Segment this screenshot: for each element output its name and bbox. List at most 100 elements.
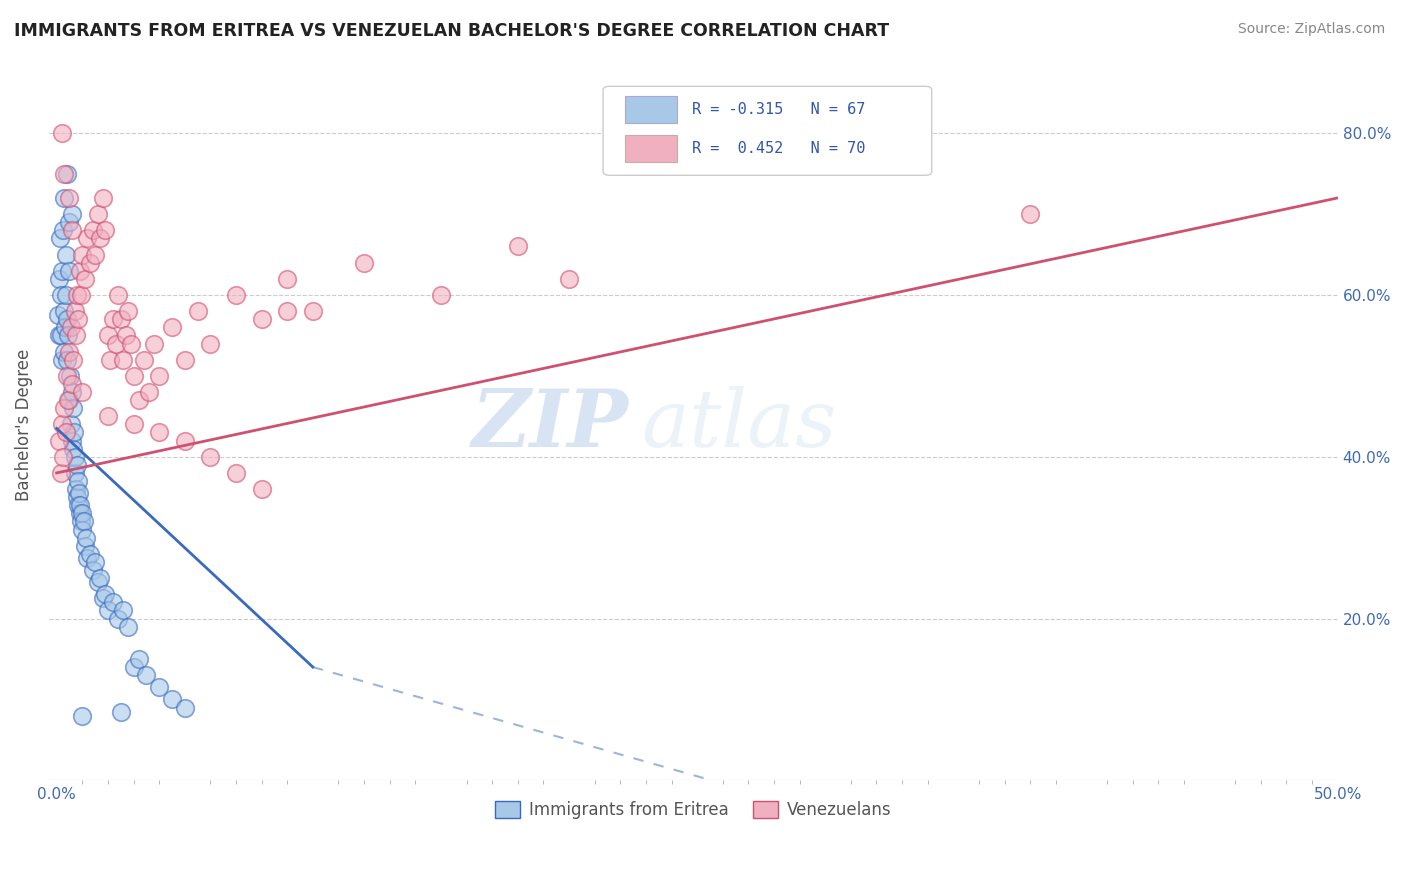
Point bbox=[52, 223, 75, 237]
Point bbox=[65, 482, 87, 496]
Point bbox=[48, 328, 70, 343]
FancyBboxPatch shape bbox=[626, 135, 676, 161]
Point bbox=[82, 563, 104, 577]
Point bbox=[59, 417, 82, 432]
Point bbox=[79, 547, 101, 561]
Point bbox=[55, 247, 77, 261]
Point bbox=[91, 591, 114, 606]
Text: R = -0.315   N = 67: R = -0.315 N = 67 bbox=[692, 103, 865, 118]
Point bbox=[46, 308, 69, 322]
Point bbox=[62, 442, 84, 456]
Point bbox=[51, 417, 73, 432]
Point bbox=[66, 458, 89, 472]
Point bbox=[69, 264, 91, 278]
Point bbox=[75, 531, 97, 545]
Point bbox=[101, 595, 124, 609]
Point bbox=[94, 587, 117, 601]
Point bbox=[1019, 207, 1042, 221]
Text: Source: ZipAtlas.com: Source: ZipAtlas.com bbox=[1237, 22, 1385, 37]
Point bbox=[558, 272, 581, 286]
Point bbox=[69, 507, 91, 521]
Text: atlas: atlas bbox=[641, 385, 837, 463]
Point bbox=[107, 288, 129, 302]
Point bbox=[53, 401, 76, 416]
Point bbox=[117, 304, 139, 318]
Point bbox=[60, 434, 83, 448]
Point bbox=[160, 692, 183, 706]
Point bbox=[60, 223, 83, 237]
Point bbox=[86, 207, 108, 221]
Point bbox=[52, 304, 75, 318]
Point bbox=[49, 466, 72, 480]
Point bbox=[56, 393, 79, 408]
Point bbox=[72, 708, 94, 723]
Y-axis label: Bachelor's Degree: Bachelor's Degree bbox=[15, 348, 32, 500]
Point bbox=[53, 191, 76, 205]
Point bbox=[53, 320, 76, 334]
Point bbox=[60, 376, 83, 391]
Point bbox=[122, 417, 145, 432]
Point bbox=[56, 312, 79, 326]
Point bbox=[112, 603, 135, 617]
Point bbox=[70, 288, 93, 302]
Point bbox=[56, 167, 79, 181]
Point bbox=[67, 312, 90, 326]
Point bbox=[91, 191, 114, 205]
Point bbox=[60, 207, 83, 221]
Point bbox=[148, 425, 170, 440]
Point bbox=[353, 255, 375, 269]
Point bbox=[56, 328, 79, 343]
Point bbox=[70, 515, 93, 529]
Point bbox=[225, 466, 247, 480]
Point bbox=[69, 498, 91, 512]
Point bbox=[56, 368, 79, 383]
Point bbox=[276, 304, 298, 318]
Point bbox=[250, 482, 273, 496]
Point bbox=[173, 700, 195, 714]
Point bbox=[82, 223, 104, 237]
Point bbox=[84, 555, 107, 569]
Point bbox=[55, 425, 77, 440]
Point bbox=[160, 320, 183, 334]
Point bbox=[97, 603, 120, 617]
Point bbox=[110, 705, 132, 719]
Point bbox=[56, 352, 79, 367]
Point bbox=[48, 272, 70, 286]
Point bbox=[276, 272, 298, 286]
Point bbox=[58, 264, 80, 278]
Point bbox=[76, 550, 98, 565]
Point bbox=[72, 385, 94, 400]
Point bbox=[51, 264, 73, 278]
Point bbox=[200, 336, 222, 351]
Point bbox=[225, 288, 247, 302]
Point bbox=[148, 680, 170, 694]
Point bbox=[65, 328, 87, 343]
Point bbox=[51, 328, 73, 343]
Point bbox=[49, 288, 72, 302]
Point bbox=[76, 231, 98, 245]
Point bbox=[48, 231, 70, 245]
Point bbox=[58, 344, 80, 359]
Point bbox=[66, 288, 89, 302]
Point bbox=[67, 486, 90, 500]
Point bbox=[58, 215, 80, 229]
Point bbox=[66, 490, 89, 504]
Point bbox=[122, 368, 145, 383]
Point bbox=[79, 255, 101, 269]
Point bbox=[143, 336, 166, 351]
Point bbox=[89, 231, 111, 245]
Point bbox=[128, 652, 150, 666]
Text: IMMIGRANTS FROM ERITREA VS VENEZUELAN BACHELOR'S DEGREE CORRELATION CHART: IMMIGRANTS FROM ERITREA VS VENEZUELAN BA… bbox=[14, 22, 889, 40]
Point bbox=[250, 312, 273, 326]
Point bbox=[132, 352, 155, 367]
Point bbox=[63, 466, 86, 480]
Point bbox=[60, 385, 83, 400]
Point bbox=[97, 409, 120, 424]
Point bbox=[53, 344, 76, 359]
Point bbox=[187, 304, 209, 318]
Point bbox=[107, 611, 129, 625]
Point bbox=[128, 393, 150, 408]
Point bbox=[51, 126, 73, 140]
Point bbox=[53, 167, 76, 181]
Point bbox=[100, 352, 122, 367]
